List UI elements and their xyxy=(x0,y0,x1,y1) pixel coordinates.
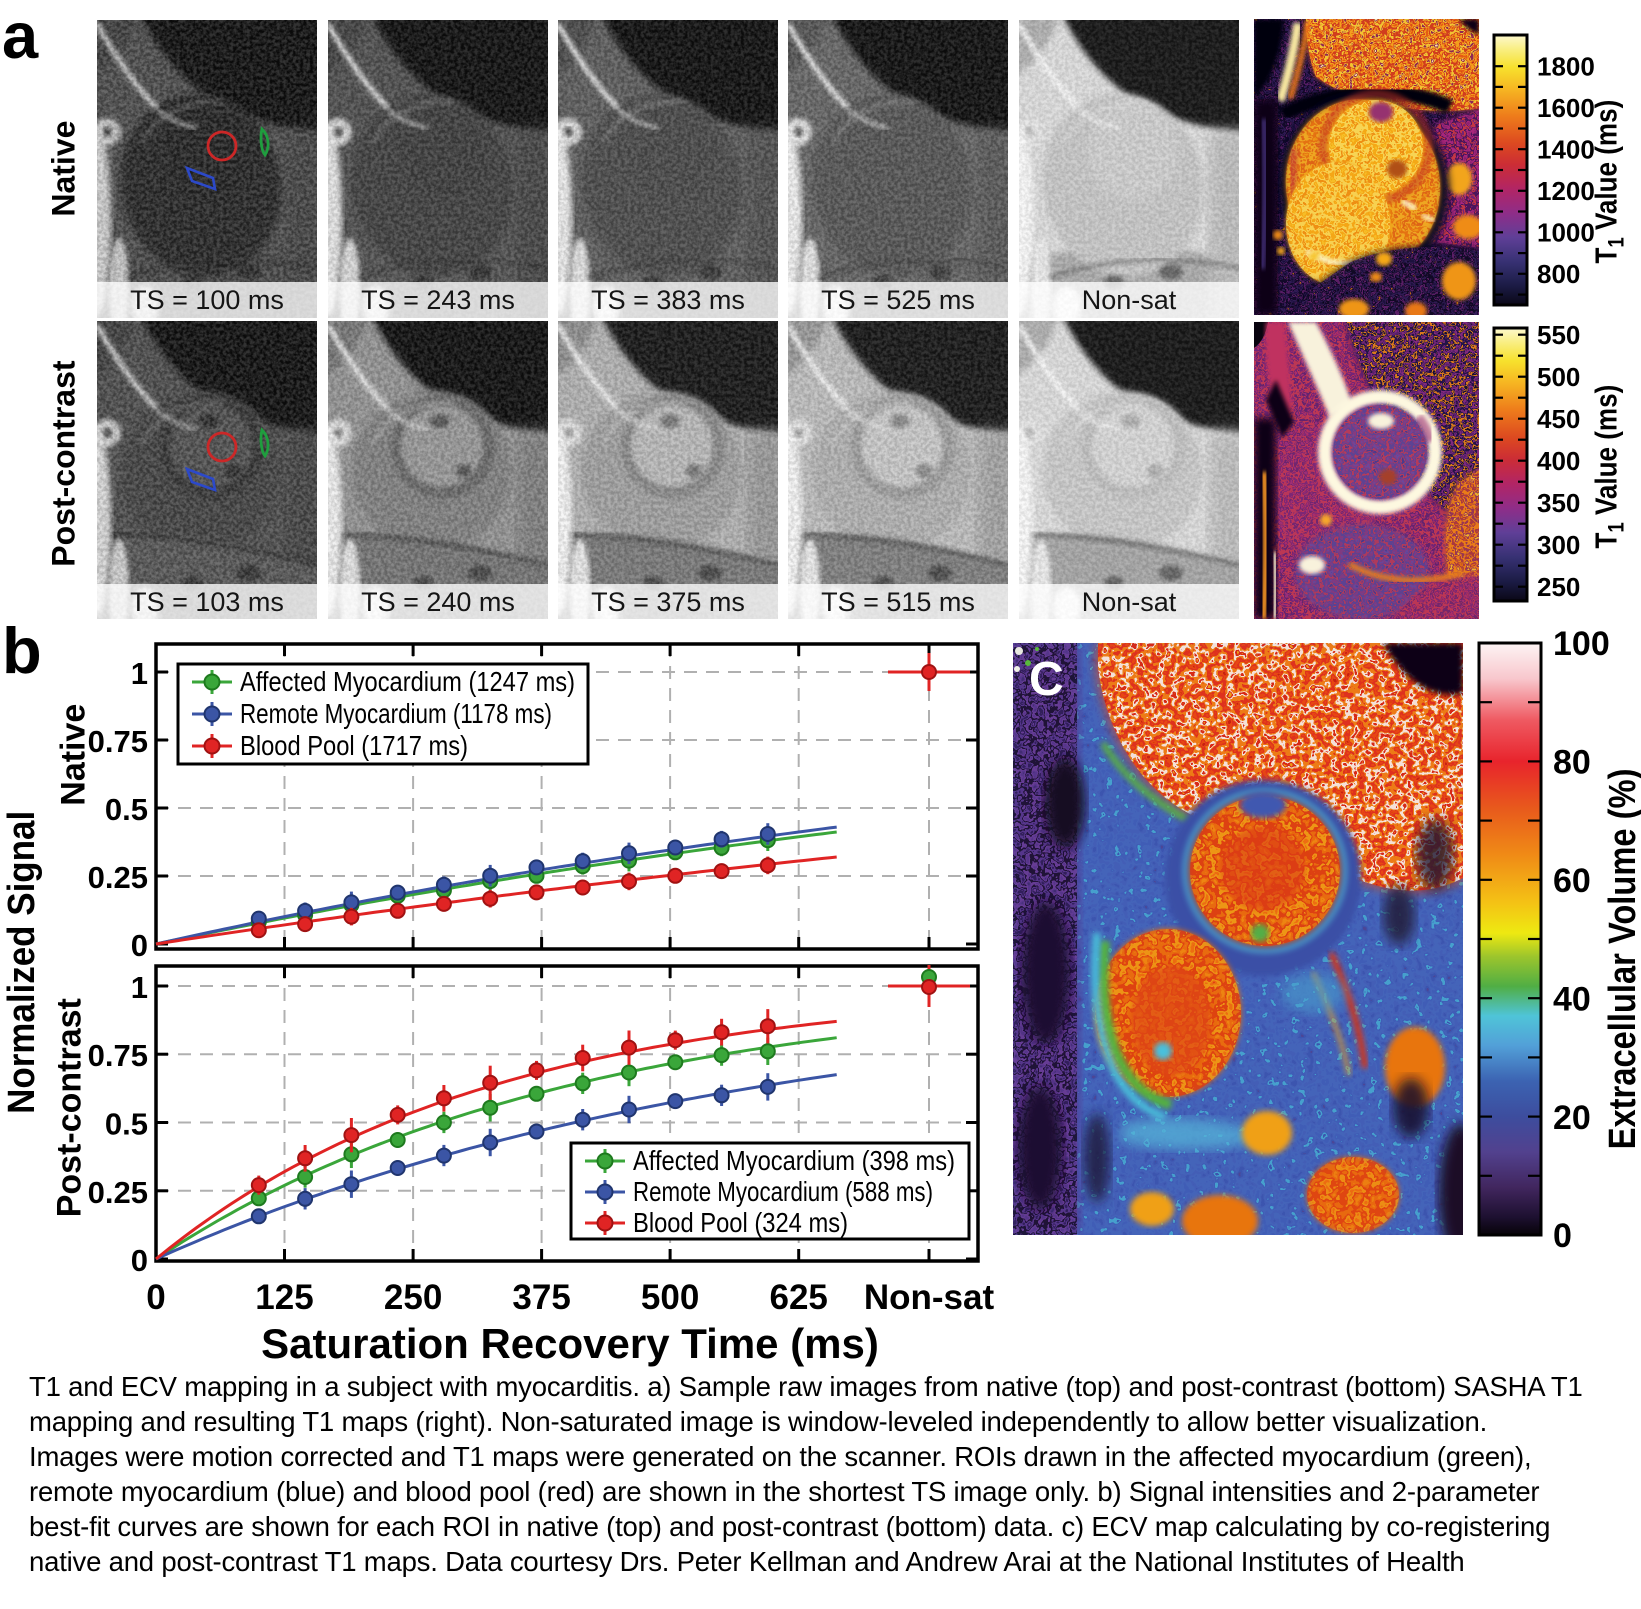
svg-text:250: 250 xyxy=(1537,572,1580,602)
svg-text:0.25: 0.25 xyxy=(88,860,148,895)
svg-text:500: 500 xyxy=(1537,362,1580,392)
svg-text:0.5: 0.5 xyxy=(105,792,148,827)
svg-text:375: 375 xyxy=(512,1278,570,1317)
svg-text:20: 20 xyxy=(1553,1099,1591,1137)
svg-text:625: 625 xyxy=(769,1278,827,1317)
svg-text:800: 800 xyxy=(1537,259,1580,289)
svg-text:500: 500 xyxy=(641,1278,699,1317)
svg-text:Non-sat: Non-sat xyxy=(864,1278,995,1317)
svg-text:Affected Myocardium (398 ms): Affected Myocardium (398 ms) xyxy=(633,1145,955,1176)
svg-text:100: 100 xyxy=(1553,625,1610,663)
svg-text:0.25: 0.25 xyxy=(88,1175,148,1210)
svg-text:1400: 1400 xyxy=(1537,135,1595,165)
svg-text:300: 300 xyxy=(1537,530,1580,560)
svg-text:0.75: 0.75 xyxy=(88,724,148,759)
svg-text:Blood Pool (324 ms): Blood Pool (324 ms) xyxy=(633,1207,848,1238)
svg-text:Affected Myocardium (1247 ms): Affected Myocardium (1247 ms) xyxy=(240,666,575,697)
svg-text:0.5: 0.5 xyxy=(105,1107,148,1142)
svg-text:1: 1 xyxy=(131,656,148,691)
svg-text:Blood Pool (1717 ms): Blood Pool (1717 ms) xyxy=(240,730,468,761)
svg-text:0: 0 xyxy=(131,1243,148,1278)
svg-text:1800: 1800 xyxy=(1537,52,1595,82)
svg-text:450: 450 xyxy=(1537,404,1580,434)
svg-text:Saturation Recovery Time (ms): Saturation Recovery Time (ms) xyxy=(261,1320,879,1367)
svg-text:1000: 1000 xyxy=(1537,218,1595,248)
svg-text:250: 250 xyxy=(384,1278,442,1317)
svg-text:60: 60 xyxy=(1553,862,1591,900)
svg-text:550: 550 xyxy=(1537,320,1580,350)
svg-text:1600: 1600 xyxy=(1537,93,1595,123)
svg-text:1: 1 xyxy=(131,970,148,1005)
svg-text:0: 0 xyxy=(1553,1217,1572,1255)
svg-text:0.75: 0.75 xyxy=(88,1038,148,1073)
svg-text:1200: 1200 xyxy=(1537,176,1595,206)
svg-text:0: 0 xyxy=(146,1278,165,1317)
svg-text:Remote Myocardium (1178 ms): Remote Myocardium (1178 ms) xyxy=(240,698,552,729)
svg-text:80: 80 xyxy=(1553,744,1591,782)
svg-text:350: 350 xyxy=(1537,488,1580,518)
svg-text:Remote Myocardium (588 ms): Remote Myocardium (588 ms) xyxy=(633,1176,933,1207)
svg-text:125: 125 xyxy=(255,1278,313,1317)
svg-text:400: 400 xyxy=(1537,446,1580,476)
svg-text:0: 0 xyxy=(131,928,148,963)
svg-text:40: 40 xyxy=(1553,980,1591,1018)
